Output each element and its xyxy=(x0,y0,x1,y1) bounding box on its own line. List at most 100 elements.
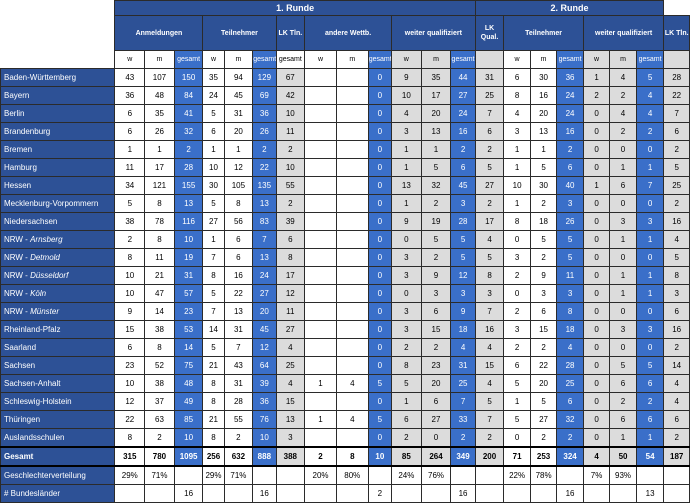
table-cell: 0 xyxy=(609,338,637,357)
table-cell: 6 xyxy=(114,338,146,357)
table-cell: 155 xyxy=(173,176,204,195)
table-cell: 0 xyxy=(609,140,637,159)
table-cell xyxy=(304,158,337,177)
table-cell: 5 xyxy=(202,194,225,213)
table-cell: 8 xyxy=(503,212,531,231)
table-cell: 20 xyxy=(223,122,254,141)
table-cell: 45 xyxy=(252,320,277,339)
table-cell: 5 xyxy=(114,194,146,213)
table-cell: 8 xyxy=(114,248,146,267)
table-cell: 107 xyxy=(144,68,175,87)
table-cell: 4 xyxy=(275,338,306,357)
table-cell: 7 xyxy=(202,302,225,321)
table-cell: 44 xyxy=(450,68,476,87)
table-cell: 3 xyxy=(391,302,422,321)
table-cell: 2 xyxy=(474,140,505,159)
table-cell: 53 xyxy=(173,320,204,339)
table-cell: 13 xyxy=(252,194,277,213)
table-cell: 1 xyxy=(635,284,665,303)
table-cell: 28 xyxy=(450,212,476,231)
table-cell: 3 xyxy=(391,320,422,339)
table-row: NRW - Köln 10 47 57 5 22 27 12 0 0 3 3 3 0 3 3 0 1 1 3 xyxy=(0,284,690,303)
table-cell: 13 xyxy=(529,122,558,141)
table-cell: 2 xyxy=(173,140,204,159)
subheader-cell: gesamt xyxy=(173,50,204,69)
table-row: Sachsen-Anhalt 10 38 48 8 31 39 4 1 4 5 5 20 25 4 5 20 25… xyxy=(0,374,690,393)
table-cell xyxy=(304,122,337,141)
table-cell: 0 xyxy=(582,284,611,303)
table-cell: 9 xyxy=(114,302,146,321)
table-cell: 25 xyxy=(275,356,306,375)
table-cell: 1 xyxy=(114,140,146,159)
table-cell xyxy=(335,212,369,231)
table-cell: 27 xyxy=(202,212,225,231)
table-cell: 27 xyxy=(275,320,306,339)
table-cell xyxy=(335,68,369,87)
table-cell: 0 xyxy=(367,266,393,285)
table-cell: 8 xyxy=(335,446,369,467)
table-cell: 43 xyxy=(223,356,254,375)
table-cell: 6 xyxy=(609,374,637,393)
table-cell: 3 xyxy=(529,284,558,303)
table-cell: 2 xyxy=(367,484,393,503)
table-cell: 10 xyxy=(202,158,225,177)
table-cell xyxy=(304,230,337,249)
table-cell: 31 xyxy=(474,68,505,87)
table-cell: 22 xyxy=(223,284,254,303)
table-cell: 1 xyxy=(391,140,422,159)
table-cell: 3 xyxy=(609,212,637,231)
table-cell: 0 xyxy=(582,428,611,448)
table-cell: 121 xyxy=(144,176,175,195)
table-cell: 1 xyxy=(391,158,422,177)
table-cell: 13 xyxy=(420,122,452,141)
table-cell: 38 xyxy=(144,374,175,393)
table-cell: 69 xyxy=(252,86,277,105)
table-cell: 8 xyxy=(144,230,175,249)
table-cell: 6 xyxy=(223,230,254,249)
table-cell: 9 xyxy=(391,68,422,87)
table-cell: 45 xyxy=(223,86,254,105)
table-cell: 17 xyxy=(144,158,175,177)
table-cell: 20 xyxy=(420,374,452,393)
table-cell: 8 xyxy=(474,266,505,285)
group-teilnehmer-2: Teilnehmer xyxy=(503,15,584,51)
table-cell: 388 xyxy=(275,446,306,467)
table-cell: 0 xyxy=(367,392,393,411)
group-lk-qual: LK Qual. xyxy=(474,15,505,51)
table-cell: 14 xyxy=(144,302,175,321)
table-cell: 0 xyxy=(582,374,611,393)
table-cell: 2 xyxy=(420,194,452,213)
total-row: Gesamt 315 780 1095 256 632 888 388 2 8 10 85 264 349… xyxy=(0,446,690,467)
table-cell: 13 xyxy=(391,176,422,195)
row-label-text: NRW - xyxy=(4,234,31,244)
table-cell: 45 xyxy=(450,176,476,195)
table-cell: 2 xyxy=(252,140,277,159)
table-cell: 4 xyxy=(450,338,476,357)
table-cell: 3 xyxy=(275,428,306,448)
round1-title: 1. Runde xyxy=(114,0,476,16)
table-cell: 0 xyxy=(582,266,611,285)
table-cell: 28 xyxy=(223,392,254,411)
table-cell: 52 xyxy=(144,356,175,375)
table-row: Baden-Württemberg 43 107 150 35 94 129 67 0 9 35 44… xyxy=(0,68,690,87)
table-cell: 7 xyxy=(635,176,665,195)
row-label: NRW - Köln xyxy=(0,284,116,303)
table-cell: 6 xyxy=(556,158,584,177)
table-cell: 0 xyxy=(391,284,422,303)
row-label-text: Niedersachsen xyxy=(4,216,58,226)
table-cell: 2 xyxy=(529,248,558,267)
row-label-text: Rheinland-Pfalz xyxy=(4,324,61,334)
row-label-text: Saarland xyxy=(4,342,37,352)
table-cell: 5 xyxy=(503,410,531,429)
table-cell: 7 xyxy=(474,410,505,429)
table-cell: 3 xyxy=(420,284,452,303)
table-cell: 21 xyxy=(144,266,175,285)
table-cell: 8 xyxy=(275,248,306,267)
table-cell: 5 xyxy=(609,356,637,375)
table-cell: 5 xyxy=(420,230,452,249)
table-cell: 2 xyxy=(635,122,665,141)
table-cell: 30 xyxy=(529,68,558,87)
table-cell: 3 xyxy=(556,284,584,303)
table-cell: 22 xyxy=(114,410,146,429)
row-label: NRW - Düsseldorf xyxy=(0,266,116,285)
